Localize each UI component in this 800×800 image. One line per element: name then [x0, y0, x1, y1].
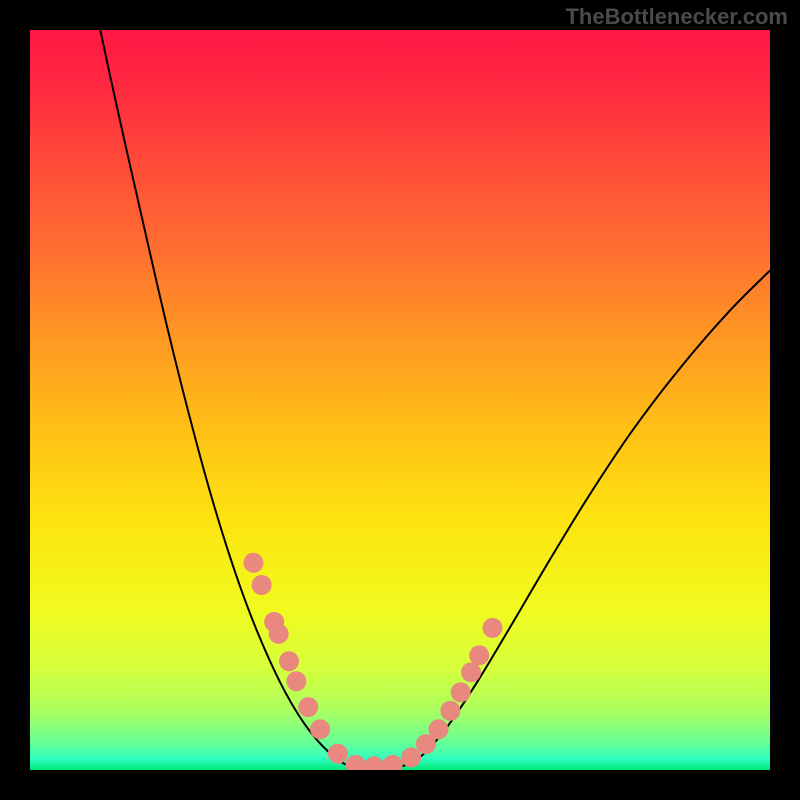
data-marker: [328, 744, 348, 764]
gradient-background: [30, 30, 770, 770]
data-marker: [269, 624, 289, 644]
data-marker: [440, 701, 460, 721]
data-marker: [243, 553, 263, 573]
watermark-text: TheBottlenecker.com: [565, 4, 788, 30]
chart-container: TheBottlenecker.com: [0, 0, 800, 800]
data-marker: [469, 645, 489, 665]
data-marker: [310, 719, 330, 739]
data-marker: [286, 671, 306, 691]
plot-area: [30, 30, 770, 770]
data-marker: [428, 719, 448, 739]
plot-svg: [30, 30, 770, 770]
data-marker: [451, 682, 471, 702]
data-marker: [252, 575, 272, 595]
data-marker: [483, 618, 503, 638]
data-marker: [298, 697, 318, 717]
data-marker: [279, 651, 299, 671]
data-marker: [461, 662, 481, 682]
data-marker: [401, 747, 421, 767]
